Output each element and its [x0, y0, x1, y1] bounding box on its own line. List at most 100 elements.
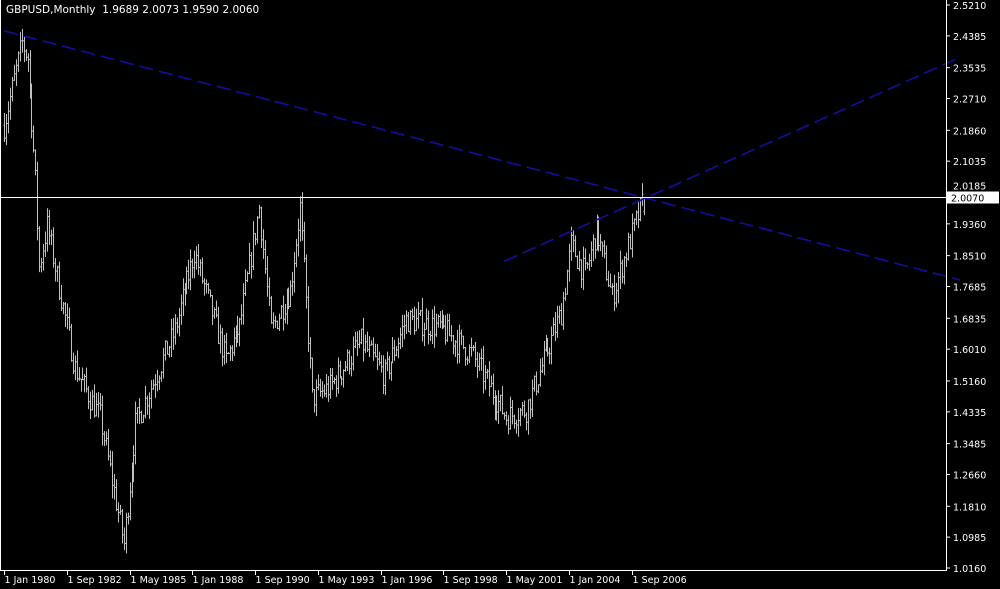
ohlc-bar [439, 310, 442, 329]
ohlc-bar [599, 234, 602, 252]
ohlc-bar [566, 269, 569, 295]
ohlc-bar [358, 330, 361, 349]
ohlc-bar [52, 227, 55, 268]
ohlc-bar [388, 355, 391, 380]
ohlc-bar [176, 317, 179, 334]
ohlc-bar [291, 271, 294, 296]
ohlc-bar [80, 378, 83, 392]
ohlc-bar [78, 367, 81, 381]
price-tick-label: 2.1035 [953, 157, 986, 168]
ohlc-bar [323, 384, 326, 397]
ohlc-bar [252, 221, 255, 270]
ohlc-bar [95, 392, 98, 417]
ohlc-bar [419, 309, 422, 317]
ohlc-bar [627, 232, 630, 261]
ohlc-bar [384, 359, 387, 396]
ohlc-bar [103, 430, 106, 447]
ohlc-bar [525, 412, 528, 431]
ohlc-bar [152, 379, 155, 390]
ohlc-bar [415, 308, 418, 332]
ohlc-bar [227, 352, 230, 355]
ohlc-bar [66, 303, 69, 330]
ohlc-bar [287, 287, 290, 310]
ohlc-bar [580, 259, 583, 289]
ohlc-bar [572, 230, 575, 253]
ohlc-bar [625, 252, 628, 268]
ohlc-bar [76, 350, 79, 382]
ohlc-bar [352, 336, 355, 371]
ohlc-bar [488, 361, 491, 397]
ohlc-bar [180, 294, 183, 325]
ohlc-bar [303, 221, 306, 263]
price-axis: 2.5210 2.4385 2.3535 2.2710 2.1860 2.1035 2.01… [946, 1, 986, 575]
ohlc-bar [62, 301, 65, 315]
ohlc-bar [105, 431, 108, 446]
ohlc-bar [38, 226, 41, 273]
symbol-period: GBPUSD,Monthly [6, 4, 96, 16]
price-tick-label: 2.4385 [953, 32, 986, 43]
ohlc-bar [172, 317, 175, 350]
price-tick-label: 2.5210 [953, 1, 986, 12]
ohlc-bar [170, 318, 173, 358]
ohlc-bar [70, 323, 73, 362]
ohlc-bar [99, 393, 102, 411]
ohlc-bar [552, 317, 555, 336]
ohlc-low: 1.9590 [182, 4, 220, 16]
ohlc-bar [293, 252, 296, 293]
ohlc-bar [564, 287, 567, 301]
ohlc-bar [307, 286, 310, 353]
ohlc-bar [87, 386, 90, 410]
ohlc-bar [331, 367, 334, 390]
ohlc-bar [409, 310, 412, 335]
ohlc-bar [231, 345, 234, 361]
ohlc-bar [643, 197, 646, 216]
ohlc-bar [211, 294, 214, 326]
ohlc-bar [174, 314, 177, 345]
ohlc-bar [615, 282, 618, 308]
ohlc-bar [629, 234, 632, 250]
ohlc-bar [162, 347, 165, 379]
chart-header: GBPUSD,Monthly 1.9689 2.0073 1.9590 2.00… [6, 4, 259, 16]
ohlc-bar [5, 113, 8, 146]
ohlc-bar [607, 270, 610, 287]
ohlc-bar [401, 314, 404, 348]
ohlc-bar [91, 389, 94, 411]
ohlc-bar [442, 314, 445, 329]
ohlc-bar [325, 374, 328, 398]
ohlc-bar [558, 305, 561, 324]
ohlc-bar [339, 360, 342, 379]
price-tick-label: 1.5160 [953, 377, 986, 388]
ohlc-bar [129, 482, 132, 521]
current-price-label: 2.0070 [947, 191, 999, 205]
ohlc-bar [464, 346, 467, 366]
ohlc-bar [466, 356, 469, 365]
ohlc-bar [27, 53, 30, 72]
ohlc-bar [372, 337, 375, 361]
ohlc-bar [195, 246, 198, 270]
ohlc-bar [417, 301, 420, 329]
ohlc-bar [364, 334, 367, 354]
ohlc-bar [30, 83, 33, 139]
ohlc-bar [411, 308, 414, 321]
ohlc-bar [144, 385, 147, 419]
ohlc-bar [272, 312, 275, 329]
ohlc-bar [576, 255, 579, 270]
price-tick-label: 1.2660 [953, 470, 986, 481]
ohlc-bar [348, 350, 351, 375]
trendline[interactable] [503, 56, 961, 262]
ohlc-bar [611, 283, 614, 295]
ohlc-bar [74, 355, 77, 381]
ohlc-bar [633, 218, 636, 232]
ohlc-bar [435, 313, 438, 337]
ohlc-bar [423, 322, 426, 347]
ohlc-bar [578, 251, 581, 272]
trendline[interactable] [3, 30, 961, 281]
ohlc-bar [480, 348, 483, 371]
ohlc-bar [313, 389, 316, 413]
ohlc-bar [250, 252, 253, 279]
ohlc-bar [523, 400, 526, 418]
ohlc-bar [635, 210, 638, 226]
ohlc-bar [335, 375, 338, 397]
ohlc-bar [337, 357, 340, 394]
